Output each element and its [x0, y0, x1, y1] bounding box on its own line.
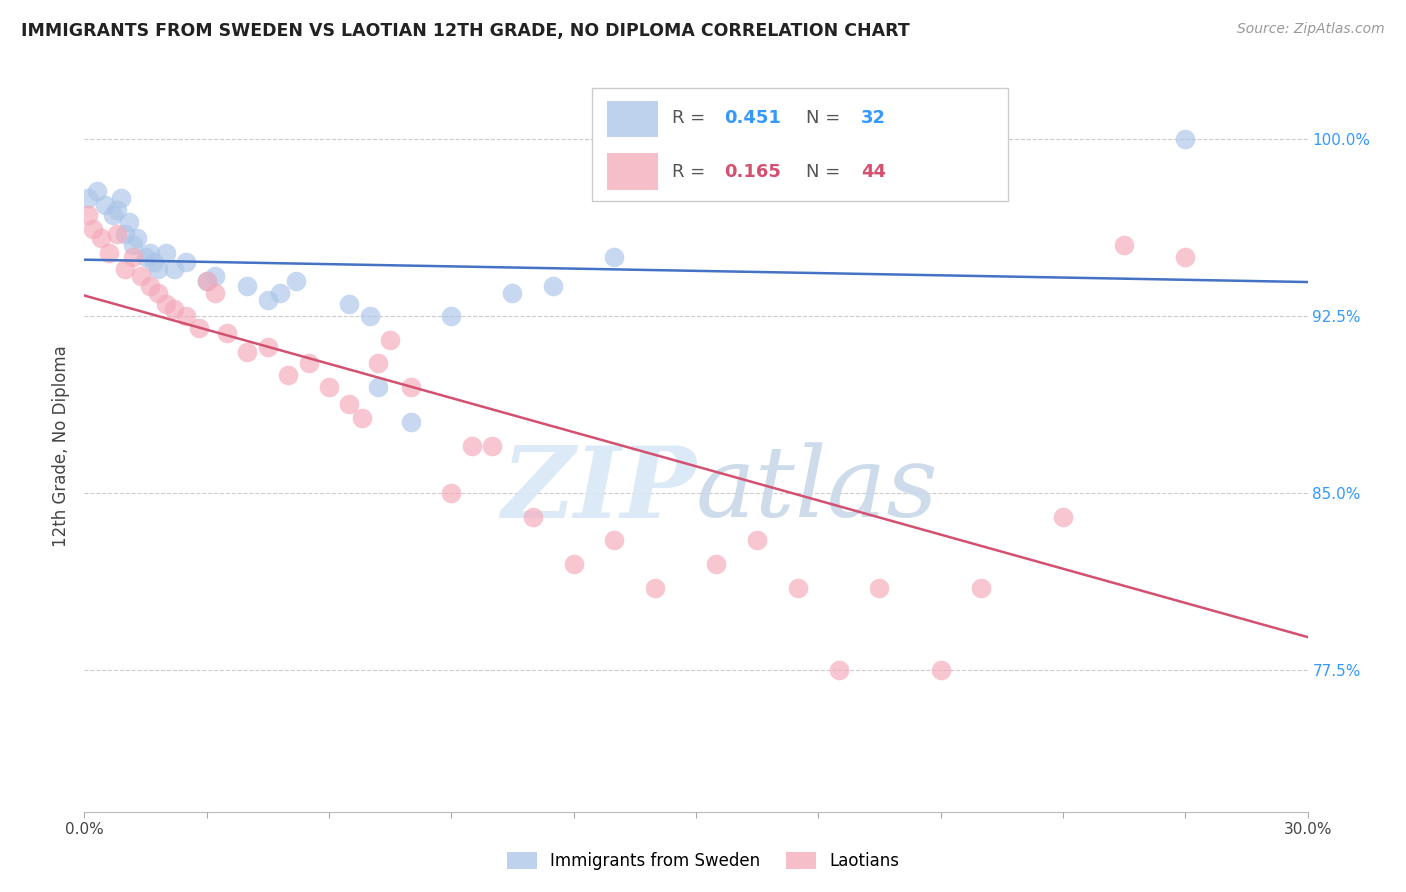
Point	[127, 231, 149, 245]
Point	[138, 245, 160, 260]
Text: 44: 44	[860, 162, 886, 181]
Point	[1174, 132, 1197, 146]
Y-axis label: 12th Grade, No Diploma: 12th Grade, No Diploma	[52, 345, 70, 547]
Point	[163, 262, 186, 277]
Legend: Immigrants from Sweden, Laotians: Immigrants from Sweden, Laotians	[501, 845, 905, 877]
Point	[543, 278, 565, 293]
Point	[114, 262, 136, 277]
Point	[105, 202, 128, 217]
Point	[562, 557, 585, 571]
Point	[187, 321, 209, 335]
Point	[82, 222, 104, 236]
Point	[269, 285, 291, 300]
Point	[440, 486, 463, 500]
Text: N =: N =	[806, 162, 846, 181]
Point	[155, 297, 177, 311]
Point	[204, 285, 226, 300]
Point	[706, 557, 728, 571]
Point	[481, 439, 503, 453]
Point	[367, 380, 389, 394]
Point	[440, 310, 463, 324]
Point	[399, 380, 422, 394]
Point	[603, 533, 626, 548]
Point	[118, 215, 141, 229]
Point	[380, 333, 402, 347]
Point	[77, 191, 100, 205]
Point	[114, 227, 136, 241]
Point	[359, 310, 381, 324]
FancyBboxPatch shape	[606, 153, 658, 190]
Point	[122, 250, 145, 264]
Point	[236, 344, 259, 359]
Point	[869, 581, 891, 595]
Point	[522, 509, 544, 524]
Point	[146, 262, 169, 277]
Point	[195, 274, 218, 288]
Point	[298, 356, 321, 370]
Point	[163, 302, 186, 317]
Point	[277, 368, 299, 383]
Text: N =: N =	[806, 110, 846, 128]
Point	[929, 663, 952, 677]
Point	[1114, 238, 1136, 252]
Point	[93, 198, 115, 212]
Point	[217, 326, 239, 340]
Point	[77, 208, 100, 222]
Point	[339, 396, 361, 410]
Point	[339, 297, 361, 311]
Point	[787, 581, 810, 595]
Text: R =: R =	[672, 162, 710, 181]
Point	[105, 227, 128, 241]
Text: IMMIGRANTS FROM SWEDEN VS LAOTIAN 12TH GRADE, NO DIPLOMA CORRELATION CHART: IMMIGRANTS FROM SWEDEN VS LAOTIAN 12TH G…	[21, 22, 910, 40]
Point	[318, 380, 340, 394]
FancyBboxPatch shape	[592, 87, 1008, 201]
Text: 0.451: 0.451	[724, 110, 780, 128]
Point	[1174, 250, 1197, 264]
Point	[236, 278, 259, 293]
Point	[204, 269, 226, 284]
Point	[138, 278, 160, 293]
Point	[135, 250, 157, 264]
Point	[1052, 509, 1074, 524]
Point	[350, 410, 373, 425]
Text: atlas: atlas	[696, 442, 939, 538]
Point	[828, 663, 851, 677]
Point	[101, 208, 124, 222]
Point	[502, 285, 524, 300]
Point	[174, 255, 197, 269]
Point	[644, 581, 666, 595]
Point	[747, 533, 769, 548]
Text: 0.165: 0.165	[724, 162, 780, 181]
Point	[86, 184, 108, 198]
Point	[257, 293, 280, 307]
Point	[285, 274, 308, 288]
Point	[399, 416, 422, 430]
FancyBboxPatch shape	[606, 101, 658, 137]
Point	[367, 356, 389, 370]
Point	[257, 340, 280, 354]
Point	[110, 191, 132, 205]
Text: Source: ZipAtlas.com: Source: ZipAtlas.com	[1237, 22, 1385, 37]
Point	[195, 274, 218, 288]
Text: 32: 32	[860, 110, 886, 128]
Point	[155, 245, 177, 260]
Point	[461, 439, 484, 453]
Point	[131, 269, 153, 284]
Point	[122, 238, 145, 252]
Point	[146, 285, 169, 300]
Point	[603, 250, 626, 264]
Text: ZIP: ZIP	[501, 442, 696, 538]
Point	[90, 231, 112, 245]
Point	[970, 581, 993, 595]
Text: R =: R =	[672, 110, 710, 128]
Point	[97, 245, 120, 260]
Point	[142, 255, 165, 269]
Point	[174, 310, 197, 324]
